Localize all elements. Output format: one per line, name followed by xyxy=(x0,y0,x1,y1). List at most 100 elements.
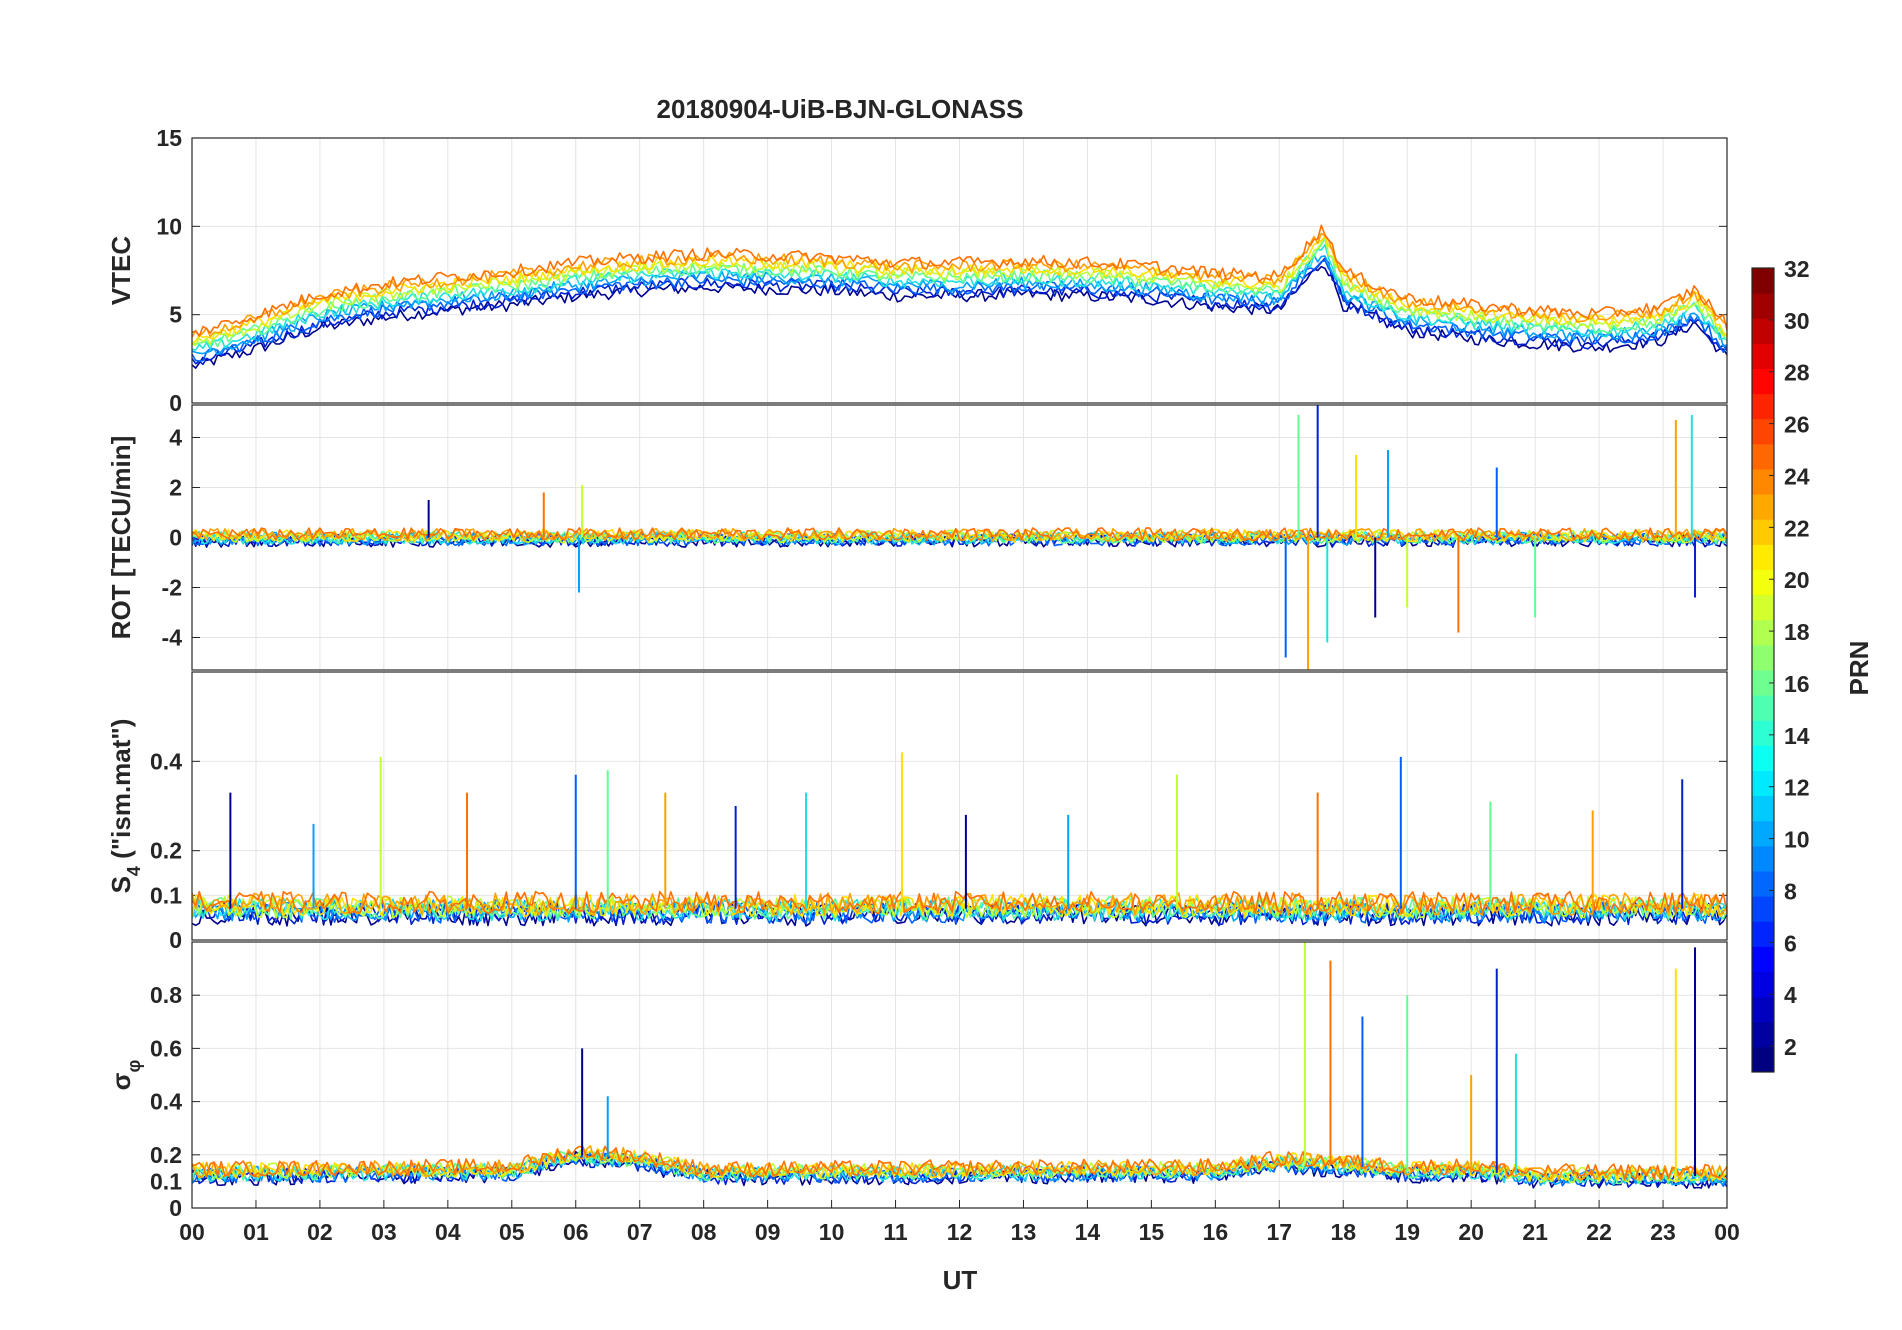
y-tick-label: 0 xyxy=(169,525,182,551)
panel-vtec: 0 5 10 15 VTEC xyxy=(106,125,1728,416)
colorbar-segment xyxy=(1752,318,1774,344)
x-tick-label: 15 xyxy=(1139,1219,1165,1245)
colorbar-segment xyxy=(1752,795,1774,822)
traces xyxy=(192,405,1727,670)
x-tick-label: 00 xyxy=(179,1219,205,1245)
y-tick-label: 0 xyxy=(169,1195,182,1221)
panel-rot: -4 -2 0 2 4 ROT [TECU/min] xyxy=(106,404,1728,671)
colorbar-tick-label: 14 xyxy=(1784,723,1810,749)
y-tick-label: 0 xyxy=(169,927,182,953)
series-line xyxy=(192,527,1727,542)
traces xyxy=(192,942,1727,1189)
colorbar-segment xyxy=(1752,644,1774,671)
x-tick-label: 04 xyxy=(435,1219,461,1245)
series-line xyxy=(192,890,1727,915)
panel-frame xyxy=(191,671,1728,941)
x-tick-label: 08 xyxy=(691,1219,717,1245)
x-tick-label: 18 xyxy=(1330,1219,1356,1245)
y-tick-label: 0.4 xyxy=(150,748,182,774)
colorbar-tick-label: 10 xyxy=(1784,827,1810,853)
x-tick-label: 06 xyxy=(563,1219,589,1245)
colorbar-segment xyxy=(1752,594,1774,621)
x-tick-label: 22 xyxy=(1586,1219,1612,1245)
colorbar-tick-label: 32 xyxy=(1784,256,1810,282)
colorbar-segment xyxy=(1752,519,1774,545)
y-axis-label: σφ xyxy=(106,1060,144,1091)
colorbar-tick-label: 6 xyxy=(1784,930,1797,956)
x-tick-label: 11 xyxy=(883,1219,908,1245)
colorbar-segment xyxy=(1752,670,1774,696)
series-line xyxy=(192,897,1727,922)
y-tick-label: -4 xyxy=(162,625,183,651)
colorbar-segment xyxy=(1752,820,1774,847)
colorbar-segment xyxy=(1752,896,1774,922)
x-tick-label: 14 xyxy=(1075,1219,1101,1245)
panel-frame xyxy=(191,137,1728,404)
colorbar-segment xyxy=(1752,619,1774,646)
colorbar-segment xyxy=(1752,1021,1774,1048)
colorbar-tick-label: 30 xyxy=(1784,308,1810,334)
x-tick-label: 00 xyxy=(1714,1219,1740,1245)
panel-frame xyxy=(191,404,1728,671)
y-axis-label: VTEC xyxy=(106,236,136,306)
x-axis-ticks: 00 01 02 03 04 05 06 07 08 09 10 11 12 13 14 15 16 17 18 19… xyxy=(179,1200,1740,1245)
series-line xyxy=(192,892,1727,916)
x-tick-label: 09 xyxy=(755,1219,781,1245)
series-line xyxy=(192,235,1727,345)
colorbar-segment xyxy=(1752,393,1774,420)
y-tick-label: 10 xyxy=(156,213,182,239)
y-axis-label: S4 ("ism.mat") xyxy=(106,719,144,894)
series-line xyxy=(192,530,1727,545)
series-line xyxy=(192,265,1727,369)
y-tick-label: 0.4 xyxy=(150,1089,182,1115)
colorbar-segment xyxy=(1752,343,1774,369)
colorbar-segment xyxy=(1752,1046,1774,1073)
colorbar-tick-label: 22 xyxy=(1784,515,1810,541)
colorbar-tick-label: 4 xyxy=(1784,982,1797,1008)
y-axis-label: ROT [TECU/min] xyxy=(106,436,136,640)
colorbar-segment xyxy=(1752,921,1774,947)
series-line xyxy=(192,528,1727,543)
panel-sigma-phi: 00.10.2 0.4 0.6 0.8 σφ xyxy=(106,941,1728,1221)
series-line xyxy=(192,224,1727,337)
colorbar-tick-label: 26 xyxy=(1784,412,1810,438)
colorbar-segment xyxy=(1752,368,1774,395)
x-tick-label: 07 xyxy=(627,1219,653,1245)
colorbar-tick-label: 18 xyxy=(1784,619,1810,645)
colorbar-segment xyxy=(1752,946,1774,972)
colorbar-tick-label: 24 xyxy=(1784,463,1810,489)
y-tick-label: 15 xyxy=(156,125,182,151)
panel-s4: 0 0.1 0.2 0.4S4 ("ism.mat") xyxy=(106,671,1728,953)
colorbar-segment xyxy=(1752,418,1774,445)
y-tick-label: 0.1 xyxy=(150,882,182,908)
x-tick-label: 23 xyxy=(1650,1219,1676,1245)
x-tick-label: 02 xyxy=(307,1219,333,1245)
colorbar-segment xyxy=(1752,569,1774,596)
colorbar-tick-label: 16 xyxy=(1784,671,1810,697)
colorbar-tick-label: 2 xyxy=(1784,1034,1797,1060)
traces xyxy=(192,752,1727,927)
colorbar-label: PRN xyxy=(1844,641,1874,696)
x-tick-label: 17 xyxy=(1266,1219,1292,1245)
colorbar-segment xyxy=(1752,695,1774,721)
colorbar-tick-label: 28 xyxy=(1784,360,1810,386)
y-tick-label: -2 xyxy=(162,575,182,601)
x-tick-label: 10 xyxy=(819,1219,845,1245)
x-tick-label: 21 xyxy=(1522,1219,1548,1245)
series-line xyxy=(192,527,1727,542)
x-tick-label: 16 xyxy=(1203,1219,1229,1245)
y-tick-label: 4 xyxy=(169,425,182,451)
y-tick-label: 0.1 xyxy=(150,1168,182,1194)
x-tick-label: 13 xyxy=(1011,1219,1037,1245)
x-tick-label: 19 xyxy=(1394,1219,1420,1245)
y-tick-label: 0.6 xyxy=(150,1035,182,1061)
colorbar-tick-label: 12 xyxy=(1784,775,1810,801)
colorbar-segment xyxy=(1752,268,1774,294)
colorbar-segment xyxy=(1752,845,1774,872)
colorbar-segment xyxy=(1752,745,1774,771)
chart-title: 20180904-UiB-BJN-GLONASS xyxy=(656,94,1023,124)
y-tick-label: 0 xyxy=(169,390,182,416)
colorbar-segment xyxy=(1752,544,1774,570)
